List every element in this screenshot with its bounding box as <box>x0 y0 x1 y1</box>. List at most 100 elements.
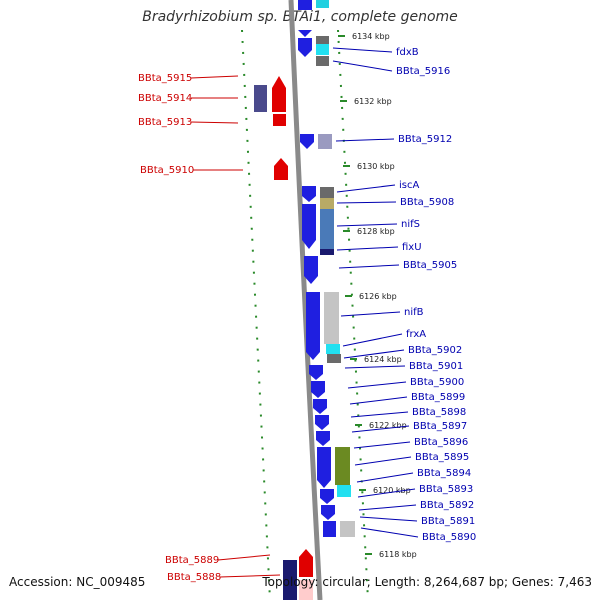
gene-leader-line <box>343 349 405 359</box>
feature-bbta-5888-b[interactable] <box>299 580 313 600</box>
feature-bbta-5914[interactable] <box>272 88 286 112</box>
gene-leader-line <box>349 396 408 405</box>
feature-bbta-5910-tip[interactable] <box>274 158 288 166</box>
feature-nifB[interactable] <box>324 292 339 344</box>
gene-leader-line <box>335 138 395 142</box>
gene-label[interactable]: BBta_5894 <box>417 468 471 479</box>
feature-bbta-5915[interactable] <box>272 76 286 88</box>
gene-label[interactable]: BBta_5888 <box>167 572 221 583</box>
feature-nifS[interactable] <box>320 209 334 249</box>
forward-gene-labels: fdxB BBta_5916 BBta_5912 iscA BBta_5908 nifS f… <box>332 47 476 543</box>
gene-label[interactable]: BBta_5899 <box>411 392 465 403</box>
feature-fixU[interactable] <box>320 249 334 255</box>
gene-label[interactable]: BBta_5893 <box>419 484 473 495</box>
gene-label[interactable]: BBta_5913 <box>138 117 192 128</box>
gene-label[interactable]: BBta_5912 <box>398 134 452 145</box>
gene-leader-line <box>338 264 400 269</box>
gene-label[interactable]: BBta_5890 <box>422 532 476 543</box>
gene-label[interactable]: BBta_5901 <box>409 361 463 372</box>
gene-label[interactable]: BBta_5902 <box>408 345 462 356</box>
gene-label[interactable]: BBta_5908 <box>400 197 454 208</box>
gene-leader-line <box>336 246 399 251</box>
scale-tick-label: 6128 kbp <box>357 227 395 236</box>
feature-fdxb[interactable] <box>316 44 329 55</box>
gene-label[interactable]: BBta_5915 <box>138 73 192 84</box>
feature-nifS-arrow[interactable] <box>302 204 316 249</box>
gene-label[interactable]: BBta_5896 <box>414 437 468 448</box>
feature-bbta-5900[interactable] <box>309 365 323 380</box>
gene-label[interactable]: nifS <box>401 219 420 230</box>
feature-bbta-5899[interactable] <box>311 381 325 398</box>
feature-bbta-5894[interactable] <box>337 485 351 497</box>
feature-bbta-5896[interactable] <box>316 431 330 446</box>
feature-iscA[interactable] <box>320 187 334 198</box>
feature-bbta-5908[interactable] <box>320 198 334 209</box>
gene-leader-line <box>336 184 396 193</box>
feature-bbta-5895[interactable] <box>335 447 350 485</box>
feature-bbta-5889[interactable] <box>299 557 313 577</box>
genome-backbone <box>288 0 323 600</box>
gene-leader-line <box>336 223 398 227</box>
feature-bbta-5898[interactable] <box>313 399 327 414</box>
gene-label[interactable]: BBta_5895 <box>415 452 469 463</box>
feature-top-b[interactable] <box>316 0 329 8</box>
feature-bbta-5910[interactable] <box>274 166 288 180</box>
feature-bbta-5891[interactable] <box>323 521 336 537</box>
gene-label[interactable]: BBta_5916 <box>396 66 450 77</box>
gene-label[interactable]: BBta_5905 <box>403 260 457 271</box>
feature-top-arrow[interactable] <box>298 30 312 37</box>
gene-label[interactable]: BBta_5889 <box>165 555 219 566</box>
feature-top-arrow2[interactable] <box>298 50 312 57</box>
scale-tick-label: 6122 kbp <box>369 421 407 430</box>
gene-label[interactable]: BBta_5891 <box>421 516 475 527</box>
feature-bbta-5892[interactable] <box>321 505 335 520</box>
feature-bbta-5901[interactable] <box>327 354 341 363</box>
gene-leader-line <box>356 472 414 483</box>
feature-bbta-5897[interactable] <box>315 415 329 430</box>
topology-summary: Topology: circular; Length: 8,264,687 bp… <box>262 575 592 589</box>
feature-bbta-5895-arrow[interactable] <box>317 447 331 488</box>
gene-leader-line <box>219 574 281 578</box>
gene-label[interactable]: frxA <box>406 329 426 340</box>
feature-bbta-5889-tip[interactable] <box>299 549 313 557</box>
feature-top-c[interactable] <box>298 38 312 50</box>
feature-bbta-5893[interactable] <box>320 489 334 504</box>
gene-label[interactable]: BBta_5910 <box>140 165 194 176</box>
gene-label[interactable]: BBta_5900 <box>410 377 464 388</box>
gene-label[interactable]: BBta_5892 <box>420 500 474 511</box>
reverse-gene-labels: BBta_5915 BBta_5914 BBta_5913 BBta_5910 BBta… <box>138 73 281 583</box>
feature-iscA-arrow[interactable] <box>302 186 316 202</box>
gene-label[interactable]: nifB <box>404 307 424 318</box>
feature-bbta-5916[interactable] <box>316 56 329 66</box>
gene-label[interactable]: fixU <box>402 242 422 253</box>
feature-bbta-5890[interactable] <box>340 521 355 537</box>
scale-tick-label: 6130 kbp <box>357 162 395 171</box>
gene-leader-line <box>357 488 416 498</box>
gene-label[interactable]: BBta_5897 <box>413 421 467 432</box>
feature-bbta-5912-b[interactable] <box>318 134 332 149</box>
scale-tick-label: 6120 kbp <box>373 486 411 495</box>
feature-fdxb-grey[interactable] <box>316 36 329 44</box>
feature-bbta-5888[interactable] <box>283 560 297 600</box>
feature-bbta-5912[interactable] <box>300 134 314 149</box>
feature-bbta-5902[interactable] <box>326 344 340 354</box>
scale-ticks: 6134 kbp 6132 kbp 6130 kbp 6128 kbp 6126 kbp… <box>338 32 417 559</box>
gene-leader-line <box>359 516 418 522</box>
feature-bbta-5914-partner[interactable] <box>254 85 267 112</box>
gene-label[interactable]: fdxB <box>396 47 419 58</box>
gene-label[interactable]: BBta_5914 <box>138 93 192 104</box>
feature-top-a[interactable] <box>298 0 312 10</box>
gene-leader-line <box>340 311 401 317</box>
feature-nifB-arrow[interactable] <box>306 292 320 360</box>
gene-leader-line <box>190 75 239 79</box>
feature-bbta-5913[interactable] <box>273 114 286 126</box>
feature-bbta-5905[interactable] <box>304 256 318 284</box>
gene-label[interactable]: iscA <box>399 180 419 191</box>
scale-tick-label: 6126 kbp <box>359 292 397 301</box>
forward-features <box>298 0 355 537</box>
map-title: Bradyrhizobium sp. BTAi1, complete genom… <box>142 9 458 25</box>
gene-label[interactable]: BBta_5898 <box>412 407 466 418</box>
gene-leader-line <box>190 121 239 124</box>
